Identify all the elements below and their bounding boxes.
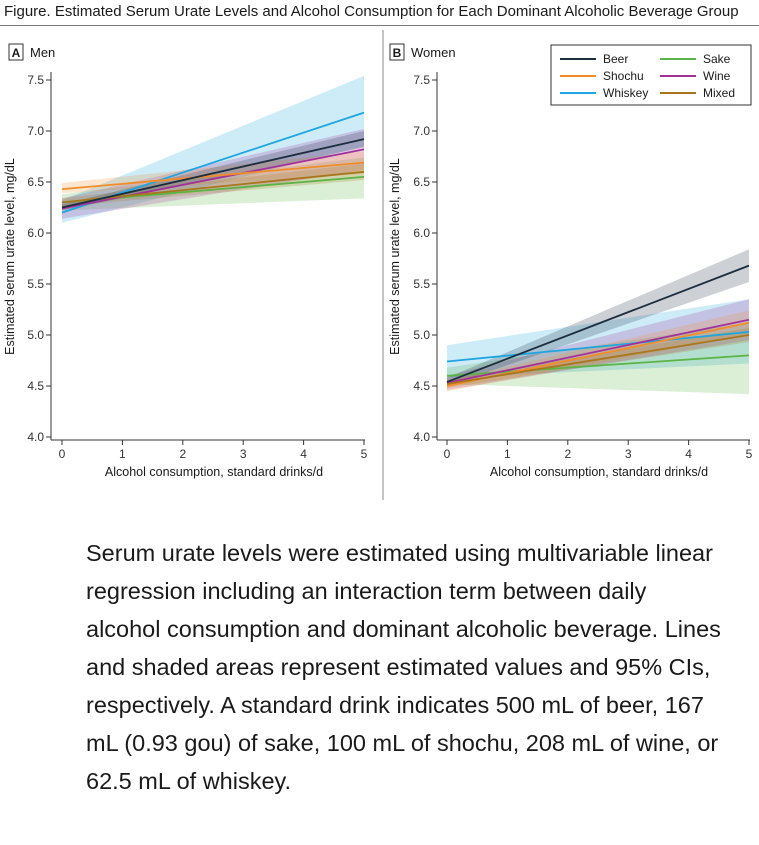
series-line-mixed bbox=[446, 334, 750, 385]
legend-label-mixed: Mixed bbox=[703, 86, 735, 100]
y-tick-label: 7.0 bbox=[413, 124, 430, 138]
panel-label: Men bbox=[30, 45, 55, 60]
y-tick-label: 7.0 bbox=[27, 124, 44, 138]
ci-band-sake bbox=[62, 157, 364, 211]
legend: Beer Sake Shochu Wine Whiskey Mixed bbox=[550, 44, 752, 106]
x-tick-label: 5 bbox=[361, 447, 368, 461]
y-axis-label: Estimated serum urate level, mg/dL bbox=[388, 158, 402, 355]
series-line-wine bbox=[61, 148, 365, 210]
legend-label-wine: Wine bbox=[703, 69, 731, 83]
panel-men: A Men 4.0 4.5 5.0 5.5 6.0 6.5 7.0 7.5 0 1 2 3 4 5 Alcoho… bbox=[3, 43, 368, 479]
y-tick-label: 4.0 bbox=[27, 430, 44, 444]
panel-letter: B bbox=[393, 46, 402, 60]
panel-letter-box bbox=[389, 43, 405, 61]
y-tick-label: 7.5 bbox=[27, 73, 44, 87]
panel-letter-box bbox=[8, 43, 24, 61]
y-tick-label: 6.0 bbox=[413, 226, 430, 240]
legend-label-shochu: Shochu bbox=[603, 69, 644, 83]
series-line-whiskey bbox=[446, 331, 750, 363]
x-tick-label: 1 bbox=[504, 447, 511, 461]
y-tick-label: 6.5 bbox=[413, 175, 430, 189]
y-tick-label: 5.0 bbox=[27, 328, 44, 342]
panel-label: Women bbox=[411, 45, 456, 60]
ci-band-whiskey bbox=[62, 75, 364, 223]
x-tick-label: 3 bbox=[625, 447, 632, 461]
series-line-beer bbox=[61, 138, 365, 209]
charts-area: A Men 4.0 4.5 5.0 5.5 6.0 6.5 7.0 7.5 0 1 2 3 4 5 Alcoho… bbox=[3, 30, 753, 500]
y-tick-label: 4.0 bbox=[413, 430, 430, 444]
panel-women: B Women 4.0 4.5 5.0 5.5 6.0 6.5 7.0 7.5 0 1 2 3 4 5 Alco… bbox=[388, 43, 753, 479]
ci-band-sake bbox=[447, 322, 749, 395]
x-axis-label: Alcohol consumption, standard drinks/d bbox=[490, 465, 708, 479]
ci-band-mixed bbox=[447, 327, 749, 389]
x-tick-label: 5 bbox=[746, 447, 753, 461]
y-tick-label: 6.0 bbox=[27, 226, 44, 240]
series-line-wine bbox=[446, 318, 750, 384]
y-tick-label: 7.5 bbox=[413, 73, 430, 87]
y-tick-label: 5.5 bbox=[27, 277, 44, 291]
x-tick-label: 3 bbox=[240, 447, 247, 461]
panel-letter: A bbox=[12, 46, 21, 60]
legend-label-sake: Sake bbox=[703, 52, 731, 66]
figure-caption: Serum urate levels were estimated using … bbox=[86, 540, 721, 794]
x-axis-label: Alcohol consumption, standard drinks/d bbox=[105, 465, 323, 479]
y-tick-label: 5.5 bbox=[413, 277, 430, 291]
series-line-beer bbox=[446, 264, 750, 383]
x-tick-label: 4 bbox=[300, 447, 307, 461]
y-tick-label: 6.5 bbox=[27, 175, 44, 189]
legend-label-beer: Beer bbox=[603, 52, 628, 66]
ci-band-whiskey bbox=[447, 299, 749, 378]
y-tick-label: 5.0 bbox=[413, 328, 430, 342]
x-tick-label: 1 bbox=[119, 447, 126, 461]
y-tick-label: 4.5 bbox=[413, 379, 430, 393]
x-tick-label: 4 bbox=[685, 447, 692, 461]
ci-band-beer bbox=[447, 249, 749, 386]
title-divider bbox=[0, 25, 759, 26]
figure-title: Figure. Estimated Serum Urate Levels and… bbox=[4, 3, 739, 20]
x-tick-label: 0 bbox=[59, 447, 66, 461]
x-tick-label: 2 bbox=[564, 447, 571, 461]
y-axis-label: Estimated serum urate level, mg/dL bbox=[3, 158, 17, 355]
series-line-shochu bbox=[61, 161, 365, 191]
x-tick-label: 0 bbox=[444, 447, 451, 461]
series-line-mixed bbox=[61, 170, 365, 204]
legend-label-whiskey: Whiskey bbox=[603, 86, 648, 100]
y-tick-label: 4.5 bbox=[27, 379, 44, 393]
x-tick-label: 2 bbox=[179, 447, 186, 461]
